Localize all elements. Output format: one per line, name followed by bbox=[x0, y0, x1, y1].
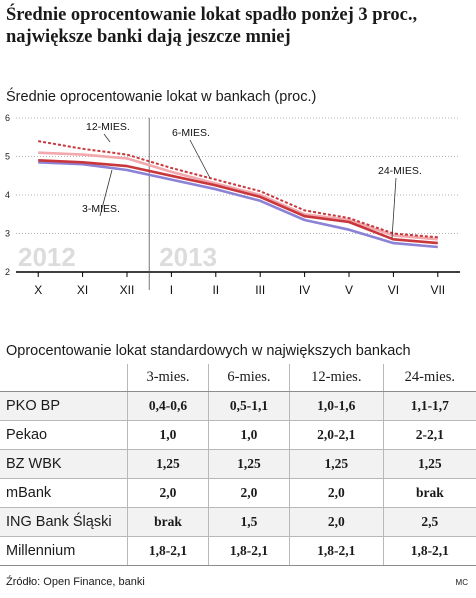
rate-cell: 1,25 bbox=[288, 449, 384, 479]
rate-cell: 1,25 bbox=[207, 449, 290, 479]
bank-name-cell: Millennium bbox=[0, 536, 128, 566]
series-line-24-mies bbox=[38, 140, 438, 239]
table-body: PKO BP 0,4-0,6 0,5-1,1 1,0-1,6 1,1-1,7 Pekao 1… bbox=[0, 391, 476, 566]
series-label-3-mies: 3-MIES. bbox=[82, 203, 120, 215]
rate-cell: 1,8-2,1 bbox=[207, 536, 290, 566]
year-label-2012: 2012 bbox=[18, 242, 76, 272]
series-label-24-mies: 24-MIES. bbox=[378, 165, 422, 177]
table-row: BZ WBK 1,25 1,25 1,25 1,25 bbox=[0, 449, 476, 479]
table-row: ING Bank Śląski brak 1,5 2,0 2,5 bbox=[0, 507, 476, 537]
y-tick-label: 4 bbox=[5, 190, 10, 200]
rate-cell: 2-2,1 bbox=[382, 420, 476, 450]
rate-cell: 2,5 bbox=[382, 507, 476, 537]
rate-cell: 2,0 bbox=[207, 478, 290, 508]
rates-table: 3-mies. 6-mies. 12-mies. 24-mies. PKO BP 0,4… bbox=[0, 364, 476, 566]
table-title: Oprocentowanie lokat standardowych w naj… bbox=[6, 343, 411, 359]
rate-cell: 2,0 bbox=[288, 478, 384, 508]
column-header-24-mies: 24-mies. bbox=[382, 364, 476, 392]
column-header-bank bbox=[0, 364, 128, 392]
x-tick-label-ii: II bbox=[212, 283, 219, 297]
series-line-6-mies bbox=[38, 159, 438, 245]
y-tick-label: 6 bbox=[5, 113, 10, 123]
bank-name-cell: Pekao bbox=[0, 420, 128, 450]
rate-cell: 2,0 bbox=[288, 507, 384, 537]
y-tick-label: 3 bbox=[5, 229, 10, 239]
rate-cell: 1,5 bbox=[207, 507, 290, 537]
series-line-3-mies bbox=[38, 161, 438, 249]
rate-cell: 1,25 bbox=[127, 449, 209, 479]
rate-cell: brak bbox=[127, 507, 209, 537]
author-credit: MC bbox=[455, 578, 468, 587]
bank-name-cell: ING Bank Śląski bbox=[0, 507, 128, 537]
x-tick-label-iii: III bbox=[255, 283, 265, 297]
annotation-pointer bbox=[391, 177, 397, 239]
x-tick-label-xi: XI bbox=[77, 283, 88, 297]
bank-name-cell: BZ WBK bbox=[0, 449, 128, 479]
table-row: Millennium 1,8-2,1 1,8-2,1 1,8-2,1 1,8-2,1 bbox=[0, 536, 476, 566]
y-tick-label: 2 bbox=[5, 267, 10, 277]
year-label-2013: 2013 bbox=[159, 242, 217, 272]
annotation-pointer bbox=[189, 139, 211, 179]
x-tick-label-x: X bbox=[34, 283, 42, 297]
series-label-12-mies: 12-MIES. bbox=[86, 121, 130, 133]
rate-cell: 0,4-0,6 bbox=[127, 391, 209, 421]
rate-cell: 1,8-2,1 bbox=[288, 536, 384, 566]
rate-cell: 1,0 bbox=[207, 420, 290, 450]
table-row: PKO BP 0,4-0,6 0,5-1,1 1,0-1,6 1,1-1,7 bbox=[0, 391, 476, 421]
series-label-6-mies: 6-MIES. bbox=[172, 127, 210, 139]
x-tick-label-v: V bbox=[345, 283, 353, 297]
x-tick-label-xii: XII bbox=[120, 283, 135, 297]
x-tick-label-i: I bbox=[170, 283, 173, 297]
column-header-12-mies: 12-mies. bbox=[288, 364, 384, 392]
x-tick-label-vi: VI bbox=[388, 283, 399, 297]
table-header-row: 3-mies. 6-mies. 12-mies. 24-mies. bbox=[0, 364, 476, 392]
rate-cell: 2,0 bbox=[127, 478, 209, 508]
rate-cell: brak bbox=[382, 478, 476, 508]
table-row: Pekao 1,0 1,0 2,0-2,1 2-2,1 bbox=[0, 420, 476, 450]
rate-cell: 1,0-1,6 bbox=[288, 391, 384, 421]
table-row: mBank 2,0 2,0 2,0 brak bbox=[0, 478, 476, 508]
source-note: Źródło: Open Finance, banki bbox=[6, 576, 145, 588]
bank-name-cell: mBank bbox=[0, 478, 128, 508]
rate-cell: 1,0 bbox=[127, 420, 209, 450]
bank-name-cell: PKO BP bbox=[0, 391, 128, 421]
series-line-12-mies bbox=[38, 151, 438, 241]
x-tick-label-vii: VII bbox=[430, 283, 445, 297]
column-header-3-mies: 3-mies. bbox=[127, 364, 209, 392]
rate-cell: 2,0-2,1 bbox=[288, 420, 384, 450]
rate-cell: 0,5-1,1 bbox=[207, 391, 290, 421]
column-header-6-mies: 6-mies. bbox=[207, 364, 290, 392]
rate-cell: 1,1-1,7 bbox=[382, 391, 476, 421]
annotation-pointer bbox=[99, 169, 113, 217]
y-tick-label: 5 bbox=[5, 152, 10, 162]
page-title: Średnie oprocentowanie lokat spadło ponż… bbox=[6, 5, 418, 47]
rate-cell: 1,8-2,1 bbox=[382, 536, 476, 566]
rate-cell: 1,25 bbox=[382, 449, 476, 479]
annotation-pointer bbox=[103, 133, 111, 143]
x-tick-label-iv: IV bbox=[299, 283, 310, 297]
chart-subtitle: Średnie oprocentowanie lokat w bankach (… bbox=[6, 89, 317, 105]
rate-cell: 1,8-2,1 bbox=[127, 536, 209, 566]
